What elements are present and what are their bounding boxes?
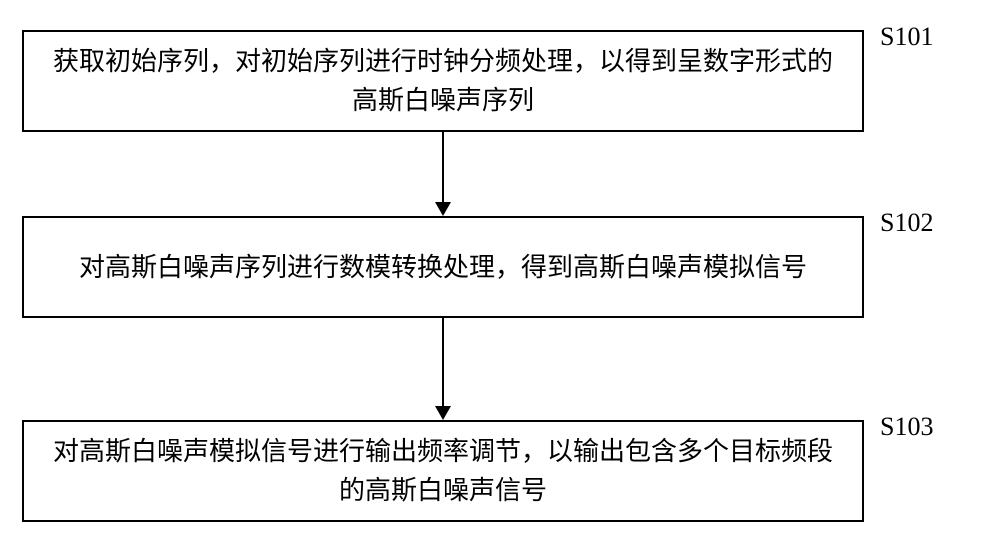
arrow-head-1 — [435, 202, 451, 216]
arrow-head-2 — [435, 406, 451, 420]
flow-label-s101: S101 — [880, 22, 933, 52]
flow-label-s103: S103 — [880, 412, 933, 442]
flow-node-s101: 获取初始序列，对初始序列进行时钟分频处理，以得到呈数字形式的高斯白噪声序列 — [22, 30, 864, 132]
flow-node-s103: 对高斯白噪声模拟信号进行输出频率调节，以输出包含多个目标频段的高斯白噪声信号 — [22, 420, 864, 522]
flow-node-s101-text: 获取初始序列，对初始序列进行时钟分频处理，以得到呈数字形式的高斯白噪声序列 — [44, 42, 842, 120]
flow-node-s102: 对高斯白噪声序列进行数模转换处理，得到高斯白噪声模拟信号 — [22, 216, 864, 318]
flow-label-s102: S102 — [880, 208, 933, 238]
arrow-line-1 — [442, 132, 444, 202]
flow-node-s103-text: 对高斯白噪声模拟信号进行输出频率调节，以输出包含多个目标频段的高斯白噪声信号 — [44, 432, 842, 510]
flowchart-canvas: 获取初始序列，对初始序列进行时钟分频处理，以得到呈数字形式的高斯白噪声序列 S1… — [0, 0, 1000, 559]
flow-node-s102-text: 对高斯白噪声序列进行数模转换处理，得到高斯白噪声模拟信号 — [79, 248, 807, 287]
arrow-line-2 — [442, 318, 444, 406]
